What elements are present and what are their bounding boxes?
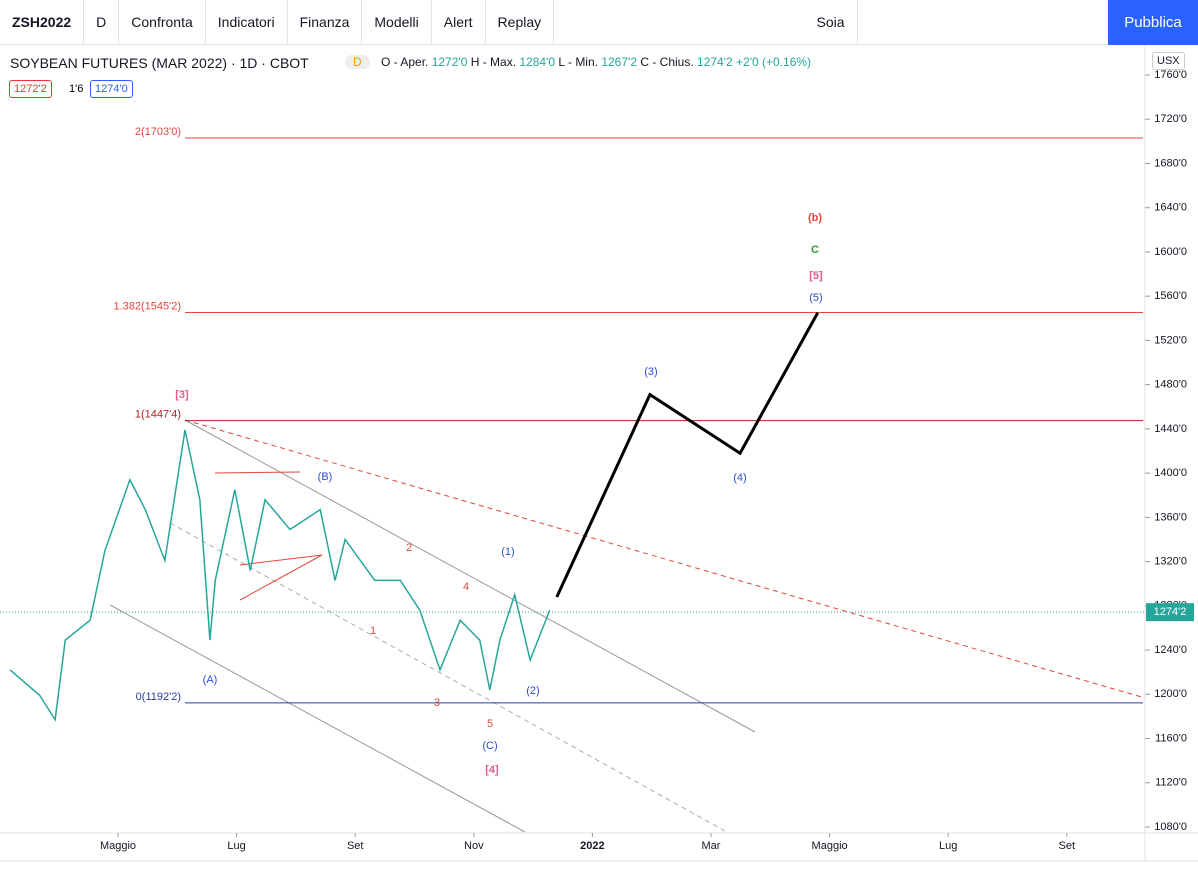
- level-label: 2(1703'0): [135, 126, 181, 138]
- trend-line: [184, 419, 1146, 699]
- change: +2'0 (+0.16%): [736, 55, 812, 69]
- x-tick-label: Lug: [939, 840, 957, 852]
- wave-label: (A): [203, 674, 218, 686]
- spread: 1'6: [69, 83, 84, 95]
- label: H - Max.: [470, 55, 517, 69]
- publish-button[interactable]: Pubblica: [1107, 0, 1198, 45]
- y-tick-label: 1640'0: [1154, 202, 1187, 214]
- x-tick-label: Set: [1059, 840, 1076, 852]
- y-tick-label: 1600'0: [1154, 246, 1187, 258]
- price-line: [9, 429, 551, 722]
- channel-midline: [169, 522, 726, 832]
- button[interactable]: Alert: [432, 0, 486, 45]
- layout-name[interactable]: Soia: [805, 0, 858, 45]
- x-tick-label: Maggio: [100, 840, 136, 852]
- button[interactable]: Modelli: [362, 0, 432, 45]
- x-tick-label: Set: [347, 840, 364, 852]
- source: D: [345, 55, 370, 69]
- x-tick-label: 2022: [580, 840, 604, 852]
- toolbar: ZSH2022 D Confronta Indicatori Finanza M…: [0, 0, 1198, 45]
- level-label: 1(1447'4): [135, 408, 181, 420]
- y-tick-label: 1560'0: [1154, 290, 1187, 302]
- channel-line: [109, 604, 526, 833]
- triangle: [214, 471, 301, 474]
- y-tick-label: 1520'0: [1154, 334, 1187, 346]
- wave-projection: [555, 312, 820, 598]
- wave-label: (B): [318, 471, 333, 483]
- wave-label: 5: [487, 718, 493, 730]
- label: L - Min.: [558, 55, 598, 69]
- wave-label: (2): [526, 685, 539, 697]
- x-tick-label: Maggio: [812, 840, 848, 852]
- value: 1267'2: [601, 55, 637, 69]
- y-tick-label: 1720'0: [1154, 113, 1187, 125]
- y-tick-label: 1480'0: [1154, 379, 1187, 391]
- symbol[interactable]: ZSH2022: [0, 0, 85, 45]
- y-tick-label: 1360'0: [1154, 511, 1187, 523]
- wave-label: (C): [482, 740, 497, 752]
- y-tick-label: 1440'0: [1154, 423, 1187, 435]
- y-tick-label: 1760'0: [1154, 69, 1187, 81]
- y-tick-label: 1160'0: [1155, 732, 1187, 744]
- value: 1284'0: [519, 55, 556, 69]
- bid: 1272'2: [9, 80, 52, 98]
- last-price-tag: [1146, 603, 1194, 622]
- button[interactable]: Confronta: [119, 0, 206, 45]
- value: 1274'2: [697, 55, 733, 69]
- legend-title: SOYBEAN FUTURES (MAR 2022) · 1D · CBOT: [10, 55, 309, 71]
- y-tick-label: 1680'0: [1154, 157, 1187, 169]
- x-tick-label: Nov: [464, 840, 484, 852]
- chart: 1760'01720'01680'01640'01600'01560'01520…: [0, 45, 1198, 862]
- label: C - Chius.: [640, 55, 694, 69]
- y-tick-label: 1120'0: [1155, 777, 1187, 789]
- level-label: 1.382(1545'2): [113, 300, 181, 312]
- y-tick-label: 1240'0: [1154, 644, 1187, 656]
- wave-label: [5]: [809, 270, 823, 282]
- wave-label: (1): [501, 546, 514, 558]
- wave-label: 3: [434, 697, 440, 709]
- last-price-label: 1274'2: [1154, 606, 1187, 618]
- x-tick-label: Mar: [702, 840, 721, 852]
- y-tick-label: 1400'0: [1154, 467, 1187, 479]
- y-tick-label: 1200'0: [1154, 688, 1187, 700]
- ask: 1274'0: [90, 80, 133, 98]
- currency[interactable]: USX: [1152, 52, 1185, 70]
- wave-label: (4): [733, 472, 746, 484]
- legend-ohlc: O - Aper. 1272'0 H - Max. 1284'0 L - Min…: [381, 55, 811, 69]
- y-tick-label: 1320'0: [1154, 555, 1187, 567]
- button[interactable]: Replay: [486, 0, 555, 45]
- wave-label: (b): [808, 212, 822, 224]
- y-tick-label: 1080'0: [1154, 821, 1187, 833]
- wave-label: 1: [370, 625, 376, 637]
- channel-line: [184, 419, 756, 733]
- wave-label: C: [811, 244, 819, 256]
- wave-label: 2: [406, 542, 412, 554]
- wave-label: [4]: [485, 764, 499, 776]
- triangle: [239, 554, 323, 601]
- wave-label: (5): [809, 292, 822, 304]
- button[interactable]: Finanza: [288, 0, 363, 45]
- button[interactable]: Indicatori: [206, 0, 288, 45]
- label: O - Aper.: [381, 55, 429, 69]
- wave-label: (3): [644, 366, 657, 378]
- level-label: 0(1192'2): [136, 691, 181, 703]
- value: 1272'0: [431, 55, 468, 69]
- interval[interactable]: D: [84, 0, 120, 45]
- wave-label: [3]: [175, 389, 189, 401]
- x-tick-label: Lug: [227, 840, 245, 852]
- wave-label: 4: [463, 581, 469, 593]
